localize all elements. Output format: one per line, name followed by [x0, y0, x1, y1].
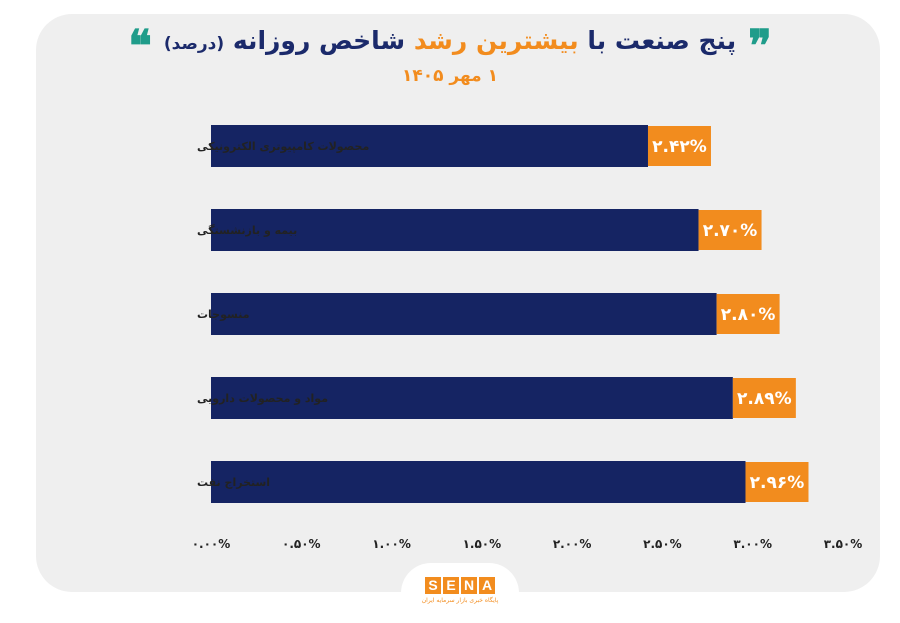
x-tick-label: ۰.۵۰%: [282, 537, 321, 551]
category-label: استخراج نفت: [197, 476, 270, 490]
quote-close-icon: ❞: [748, 21, 772, 72]
value-label: ۲.۹۶%: [750, 473, 805, 493]
value-label: ۲.۸۹%: [737, 389, 792, 409]
chart-title: پنج صنعت با بیشترین رشد شاخص روزانه (درص…: [164, 26, 736, 55]
title-part1: پنج صنعت با: [587, 25, 737, 55]
chart-subtitle: ۱ مهر ۱۴۰۵: [401, 66, 499, 86]
x-tick-label: ۰.۰۰%: [192, 537, 231, 551]
quote-open-icon: ❝: [128, 21, 152, 72]
value-label: ۲.۸۰%: [721, 305, 776, 325]
bar: [211, 461, 746, 503]
x-tick-label: ۳.۰۰%: [733, 537, 772, 551]
logo-tagline: پایگاه خبری بازار سرمایه ایران: [421, 597, 499, 604]
logo-letter: E: [443, 577, 459, 594]
bar: [211, 293, 717, 335]
value-label-box: [716, 294, 780, 334]
logo-letter: N: [461, 577, 477, 594]
x-tick-label: ۱.۵۰%: [463, 537, 502, 551]
logo-letter: A: [479, 577, 495, 594]
sena-logo: S E N A پایگاه خبری بازار سرمایه ایران: [401, 563, 519, 623]
title-row: ❝ پنج صنعت با بیشترین رشد شاخص روزانه (د…: [0, 20, 900, 69]
logo-letters: S E N A: [401, 577, 519, 594]
value-label-box: [745, 462, 809, 502]
title-highlight: بیشترین رشد: [413, 25, 579, 55]
category-label: منسوجات: [197, 308, 250, 321]
value-label-box: [732, 378, 796, 418]
bar: [211, 125, 648, 167]
bar: [211, 377, 733, 419]
category-label: محصولات کامپیوتری الکترونیکی: [197, 140, 369, 153]
x-tick-label: ۲.۰۰%: [553, 537, 592, 551]
logo-letter: S: [425, 577, 441, 594]
title-unit: (درصد): [163, 33, 225, 54]
value-label-box: [698, 210, 762, 250]
bar: [211, 209, 699, 251]
x-tick-label: ۱.۰۰%: [372, 537, 411, 551]
value-label-box: [647, 126, 711, 166]
title-part2: شاخص روزانه: [232, 25, 406, 55]
category-label: مواد و محصولات دارویی: [197, 392, 328, 405]
x-tick-label: ۳.۵۰%: [824, 537, 863, 551]
category-label: بیمه و بازنشستگی: [197, 224, 297, 237]
x-tick-label: ۲.۵۰%: [643, 537, 682, 551]
value-label: ۲.۴۲%: [652, 137, 707, 157]
value-label: ۲.۷۰%: [703, 221, 758, 241]
